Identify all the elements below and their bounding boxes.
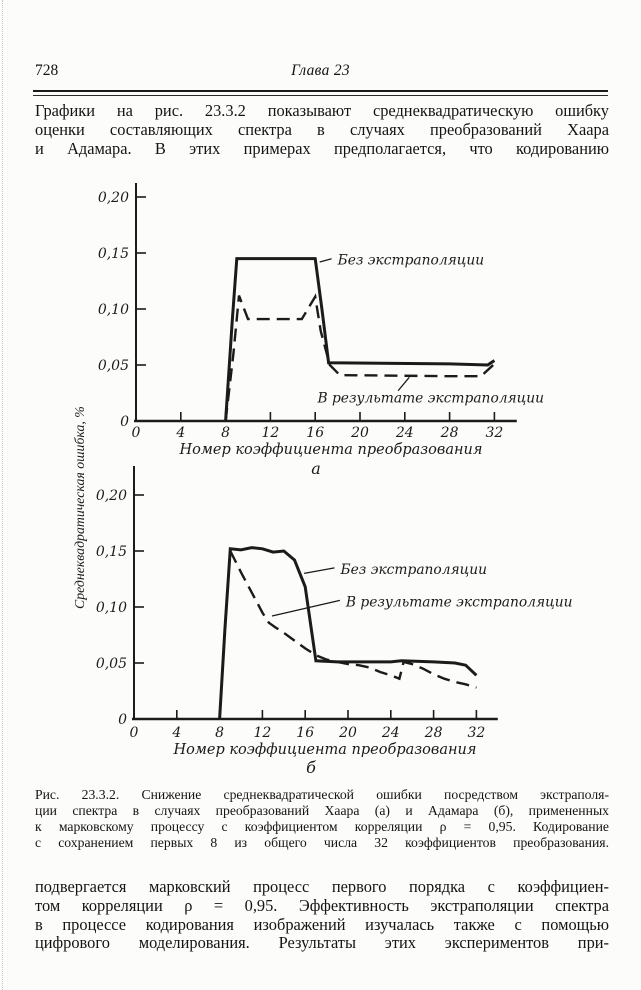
x-tick-label: 8 [221,425,230,441]
y-tick-label: 0,20 [98,190,129,206]
y-tick-label: 0 [118,712,127,728]
closing-paragraph: подвергается марковский процесс первого … [35,877,609,953]
y-tick-label: 0,10 [96,600,127,616]
x-tick-label: 20 [338,725,357,741]
running-title: Глава 23 [291,62,350,79]
series-extrapolated [229,550,477,689]
x-axis-label: Номер коэффициента преобразования [179,442,483,458]
x-tick-label: 4 [171,725,181,741]
x-tick-label: 12 [261,425,279,441]
x-tick-label: 32 [467,725,485,741]
caption-line: с сохранением первых 8 из общего числа 3… [35,834,609,850]
y-tick-label: 0,15 [98,246,129,262]
header-rule [33,90,608,96]
intro-paragraph: Графики на рис. 23.3.2 показывают средне… [35,101,609,158]
figure-caption: Рис. 23.3.2. Снижение среднеквадратическ… [35,787,609,851]
x-tick-label: 28 [424,725,443,741]
y-tick-label: 0,20 [96,488,127,504]
y-tick-label: 0,05 [98,358,129,374]
caption-line: Рис. 23.3.2. Снижение среднеквадратическ… [35,787,609,802]
panel-label: а [311,459,321,478]
scan-edge-artifact [2,0,3,990]
x-tick-label: 8 [215,725,224,741]
x-tick-label: 16 [306,425,324,441]
chart-hadamard: 0 4 8 12 16 20 24 28 32 0 0,05 0,10 0,15 0,20 Без экст… [96,466,573,777]
annotation-label: В результате экстраполяции [316,390,544,406]
x-tick-label: 0 [130,725,139,741]
y-tick-label: 0,15 [96,544,127,560]
paragraph-line: Графики на рис. 23.3.2 показывают средне… [35,101,609,120]
leader-line [304,567,335,575]
x-axis-label: Номер коэффициента преобразования [173,742,477,758]
y-tick-label: 0,05 [96,656,127,672]
x-tick-label: 4 [175,425,185,441]
series-no-extrapolation [218,546,478,720]
paragraph-line: в процессе кодирования изображений изуча… [35,914,609,934]
paragraph-line: оценки составляющих спектра в случаях пр… [35,119,609,139]
caption-line: к марковскому процессу с коэффициентом к… [35,818,609,834]
y-tick-label: 0,10 [98,302,129,318]
page-number: 728 [35,62,59,79]
x-tick-label: 16 [296,725,314,741]
figure-23-3-2: Среднеквадратическая ошибка, % 0 4 8 12 16 20… [72,183,573,777]
annotation-label: В результате экстраполяции [345,594,573,610]
annotation-label: Без экстраполяции [337,253,485,269]
x-tick-label: 28 [440,425,459,441]
paragraph-line: том корреляции ρ = 0,95. Эффективность э… [35,895,609,915]
x-tick-label: 24 [381,725,400,741]
paragraph-line: и Адамара. В этих примерах предполагаетс… [35,138,609,158]
panel-label: б [306,758,316,777]
x-tick-label: 0 [132,425,141,441]
leader-line [397,376,410,392]
paragraph-line: подвергается марковский процесс первого … [35,877,609,896]
annotation-label: Без экстраполяции [340,562,488,578]
chart-haar: 0 4 8 12 16 20 24 28 32 0 0,05 0,10 0,15 0,20 Без экст… [98,183,544,478]
x-tick-label: 12 [253,725,271,741]
leader-line [271,599,341,617]
leader-line [319,258,332,263]
series-extrapolated [224,293,496,422]
y-tick-label: 0 [120,414,129,430]
x-tick-label: 24 [395,425,414,441]
x-tick-label: 20 [350,425,369,441]
caption-line: ции спектра в случаях преобразований Хаа… [35,802,609,818]
paragraph-line: цифрового моделирования. Результаты этих… [35,933,609,953]
x-tick-label: 32 [485,425,503,441]
series-no-extrapolation [224,257,496,422]
